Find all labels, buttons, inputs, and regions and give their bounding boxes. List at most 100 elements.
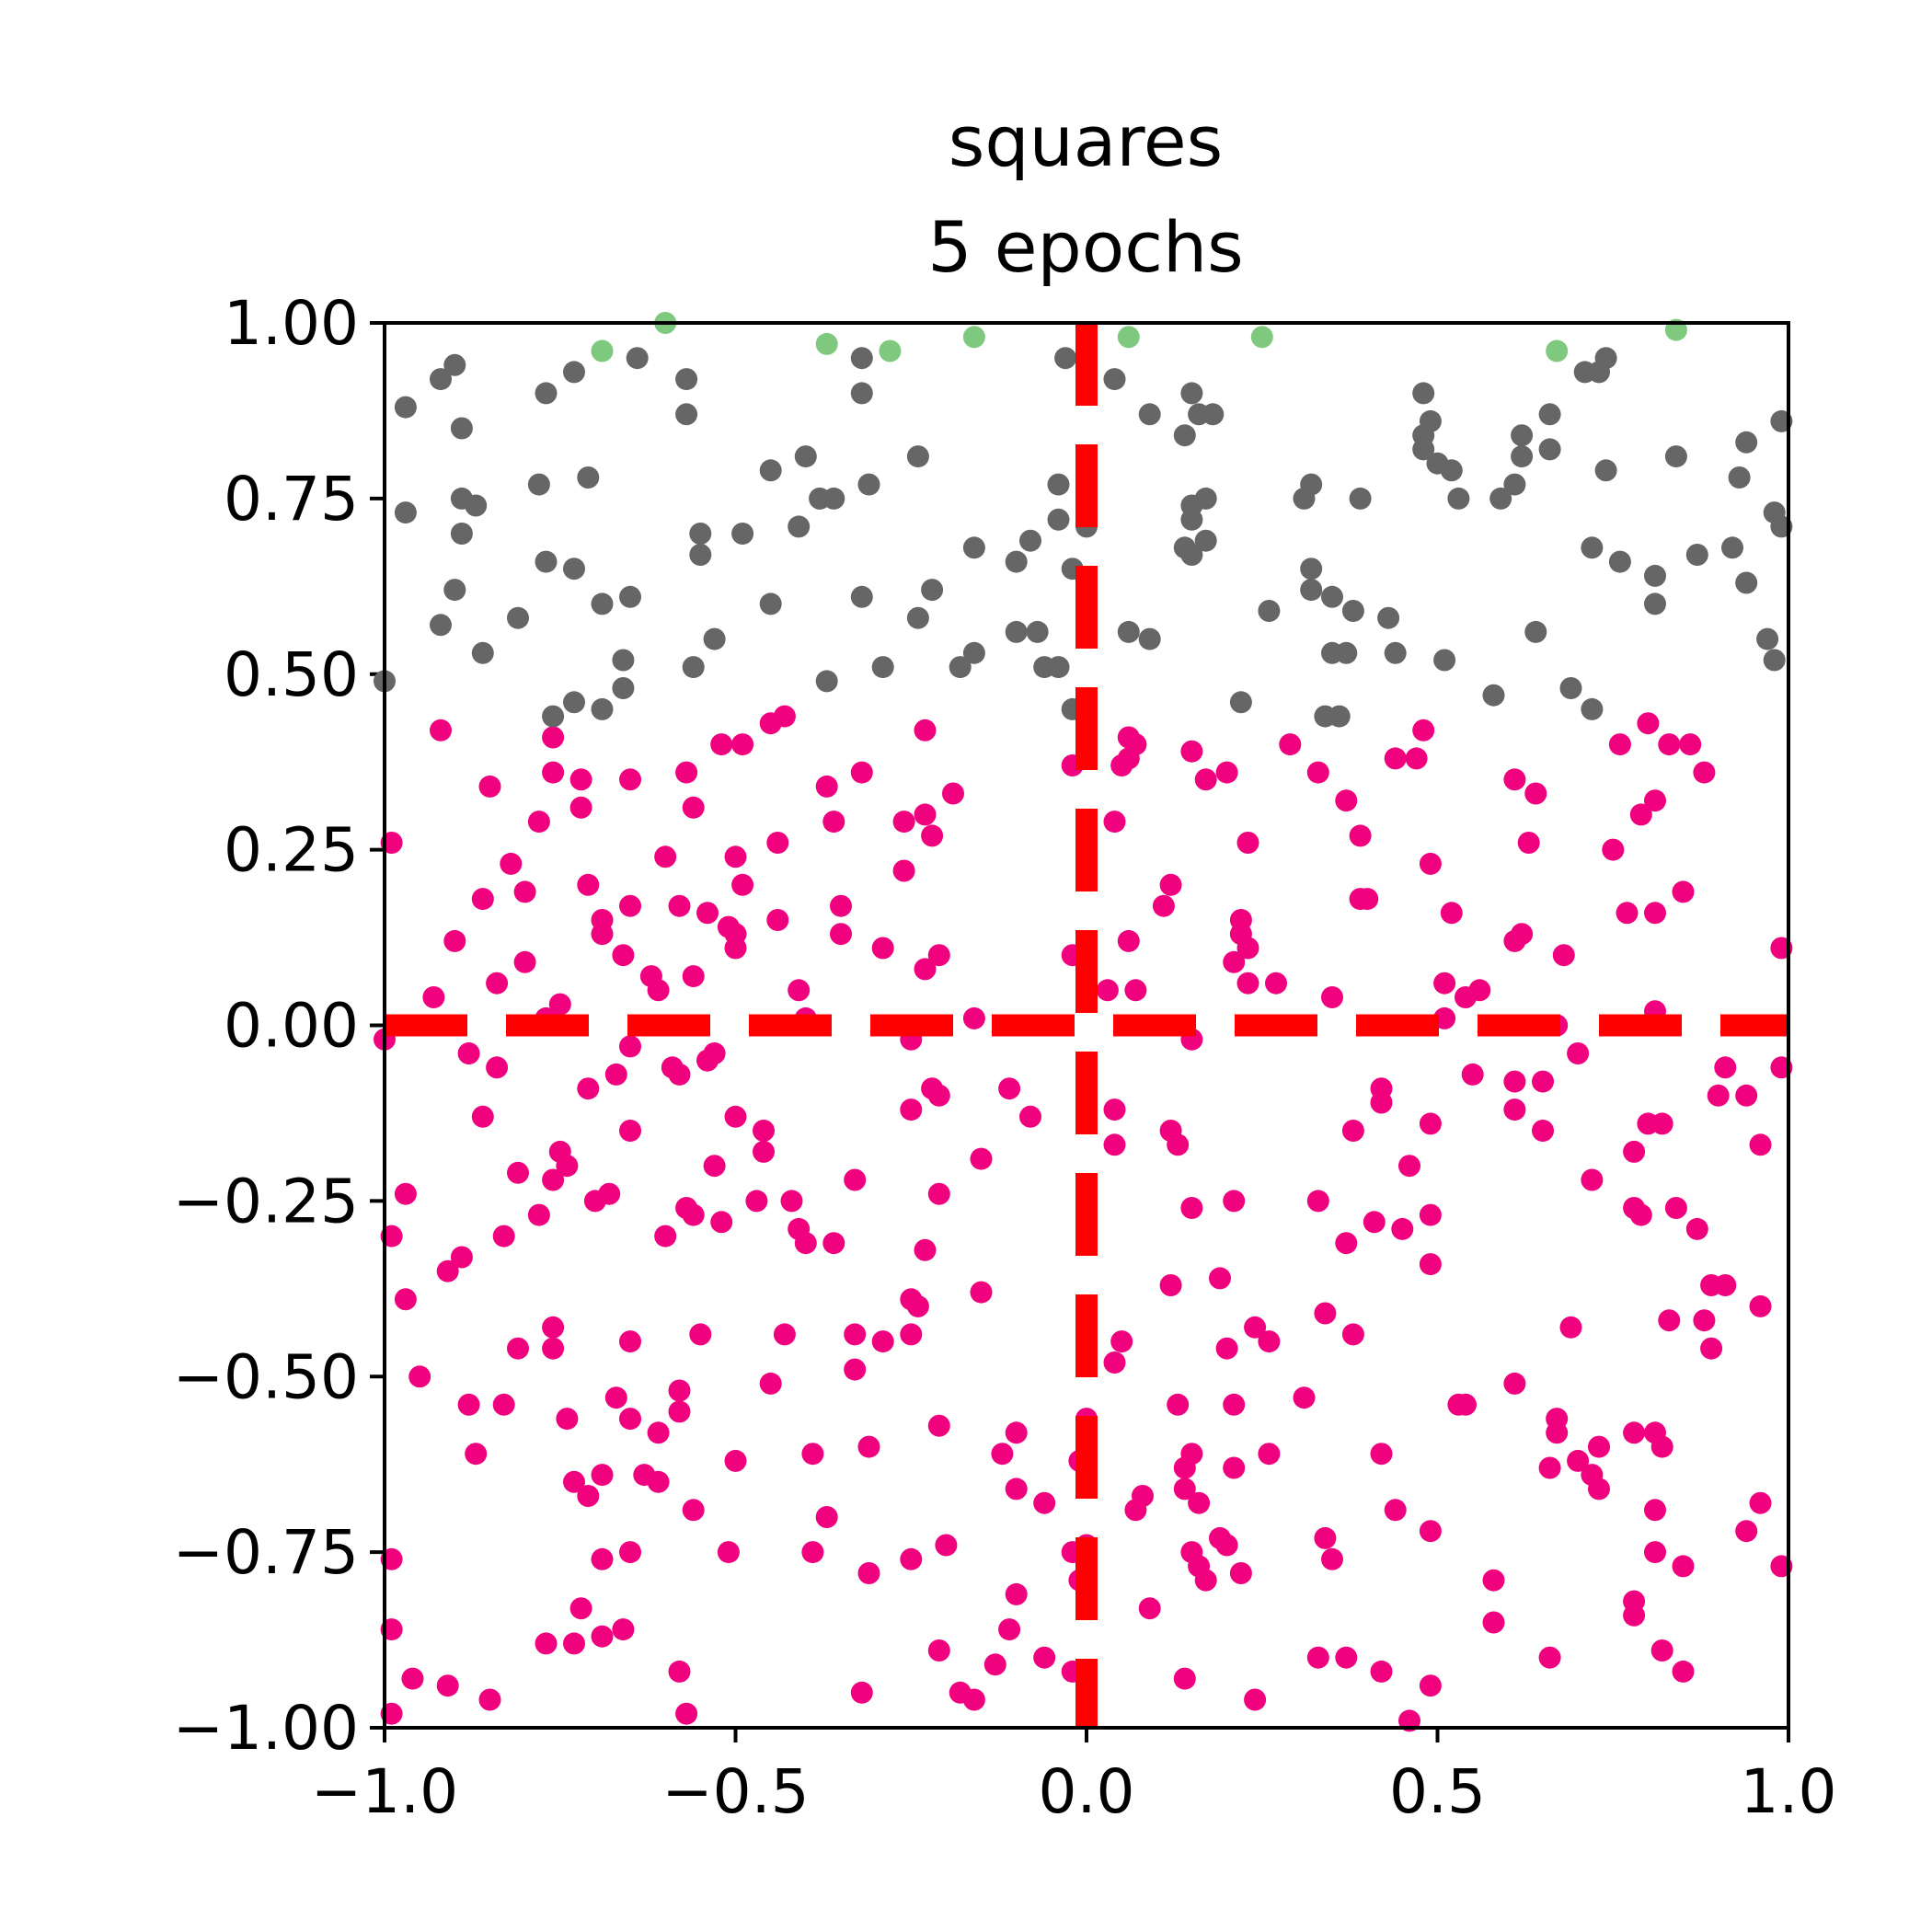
data-point (668, 1379, 691, 1402)
data-point (731, 523, 754, 545)
data-point (850, 585, 873, 608)
data-point (914, 958, 937, 981)
data-point (1005, 1421, 1028, 1444)
data-point (1608, 733, 1631, 756)
data-point (591, 1547, 614, 1570)
data-point (507, 1161, 529, 1184)
data-point (619, 585, 641, 608)
x-tick-label: −0.5 (661, 1756, 809, 1827)
data-point (1005, 1478, 1028, 1501)
data-point (1440, 902, 1463, 925)
data-point (1110, 1330, 1133, 1353)
data-point (857, 473, 880, 496)
data-point (1594, 347, 1617, 370)
data-point (1349, 824, 1372, 847)
data-point (542, 726, 565, 749)
data-point (1440, 459, 1463, 482)
data-point (436, 1259, 459, 1282)
data-point (703, 1042, 726, 1064)
data-point (1026, 620, 1049, 643)
data-point (1159, 873, 1182, 896)
data-point (1124, 979, 1147, 1002)
data-point (991, 1443, 1014, 1466)
data-point (1258, 1443, 1281, 1466)
data-point (422, 986, 445, 1008)
data-point (1167, 1133, 1190, 1156)
data-point (1559, 677, 1582, 699)
data-point (998, 1618, 1021, 1641)
data-point (1517, 832, 1540, 854)
data-point (436, 1674, 459, 1697)
data-point (1335, 1646, 1358, 1669)
data-point (647, 979, 670, 1002)
data-point (1314, 705, 1337, 728)
data-point (942, 782, 964, 805)
data-point (591, 592, 614, 615)
data-point (394, 1288, 417, 1311)
data-point (1103, 1133, 1126, 1156)
data-point (1138, 627, 1161, 650)
data-point (731, 873, 754, 896)
data-point (577, 1485, 600, 1507)
data-point (1546, 1421, 1569, 1444)
data-point (1180, 544, 1203, 566)
data-point (689, 544, 712, 566)
data-point (1341, 1120, 1364, 1142)
data-point (1321, 986, 1343, 1008)
data-point (850, 1681, 873, 1704)
data-point (1728, 466, 1751, 489)
data-point (1103, 1351, 1126, 1374)
y-tick-label: 0.50 (224, 639, 359, 710)
data-point (1019, 1105, 1041, 1128)
data-point (577, 466, 600, 489)
data-point (1223, 1190, 1246, 1213)
data-point (548, 993, 571, 1016)
data-point (668, 1400, 691, 1423)
data-point (710, 733, 733, 756)
data-point (927, 944, 950, 967)
data-point (486, 1056, 509, 1079)
data-point (1005, 620, 1028, 643)
data-point (1419, 1203, 1442, 1226)
data-point (1103, 1098, 1126, 1121)
data-point (1314, 1526, 1337, 1549)
data-point (604, 1063, 627, 1086)
data-point (1370, 1443, 1393, 1466)
data-point (844, 1323, 867, 1346)
y-tick-label: 1.00 (224, 288, 359, 359)
data-point (604, 1386, 627, 1409)
data-point (696, 902, 719, 925)
data-point (563, 691, 585, 714)
data-point (1188, 1491, 1211, 1514)
data-point (1117, 620, 1140, 643)
data-point (1707, 1084, 1730, 1107)
data-point (527, 1203, 550, 1226)
data-point (394, 396, 417, 419)
data-point (591, 923, 614, 946)
data-point (1419, 1520, 1442, 1543)
data-point (1370, 1091, 1393, 1114)
data-point (1538, 438, 1561, 461)
data-point (844, 1168, 867, 1191)
data-point (1293, 1386, 1316, 1409)
data-point (1714, 1274, 1737, 1296)
data-point (612, 677, 635, 699)
data-point (1735, 1520, 1758, 1543)
data-point (1685, 1217, 1708, 1240)
data-point (850, 382, 873, 405)
data-point (1194, 487, 1217, 510)
data-point (1503, 1070, 1526, 1093)
data-point (563, 361, 585, 384)
data-point (675, 403, 698, 426)
data-point (535, 1632, 558, 1655)
x-tick-label: 1.0 (1741, 1756, 1837, 1827)
data-point (1532, 1120, 1554, 1142)
data-point (970, 1281, 993, 1304)
data-point (626, 347, 649, 370)
data-point (815, 775, 838, 798)
data-point (675, 1197, 698, 1219)
data-point (1412, 719, 1435, 742)
data-point (668, 894, 691, 917)
data-point (542, 761, 565, 784)
data-point (612, 944, 635, 967)
